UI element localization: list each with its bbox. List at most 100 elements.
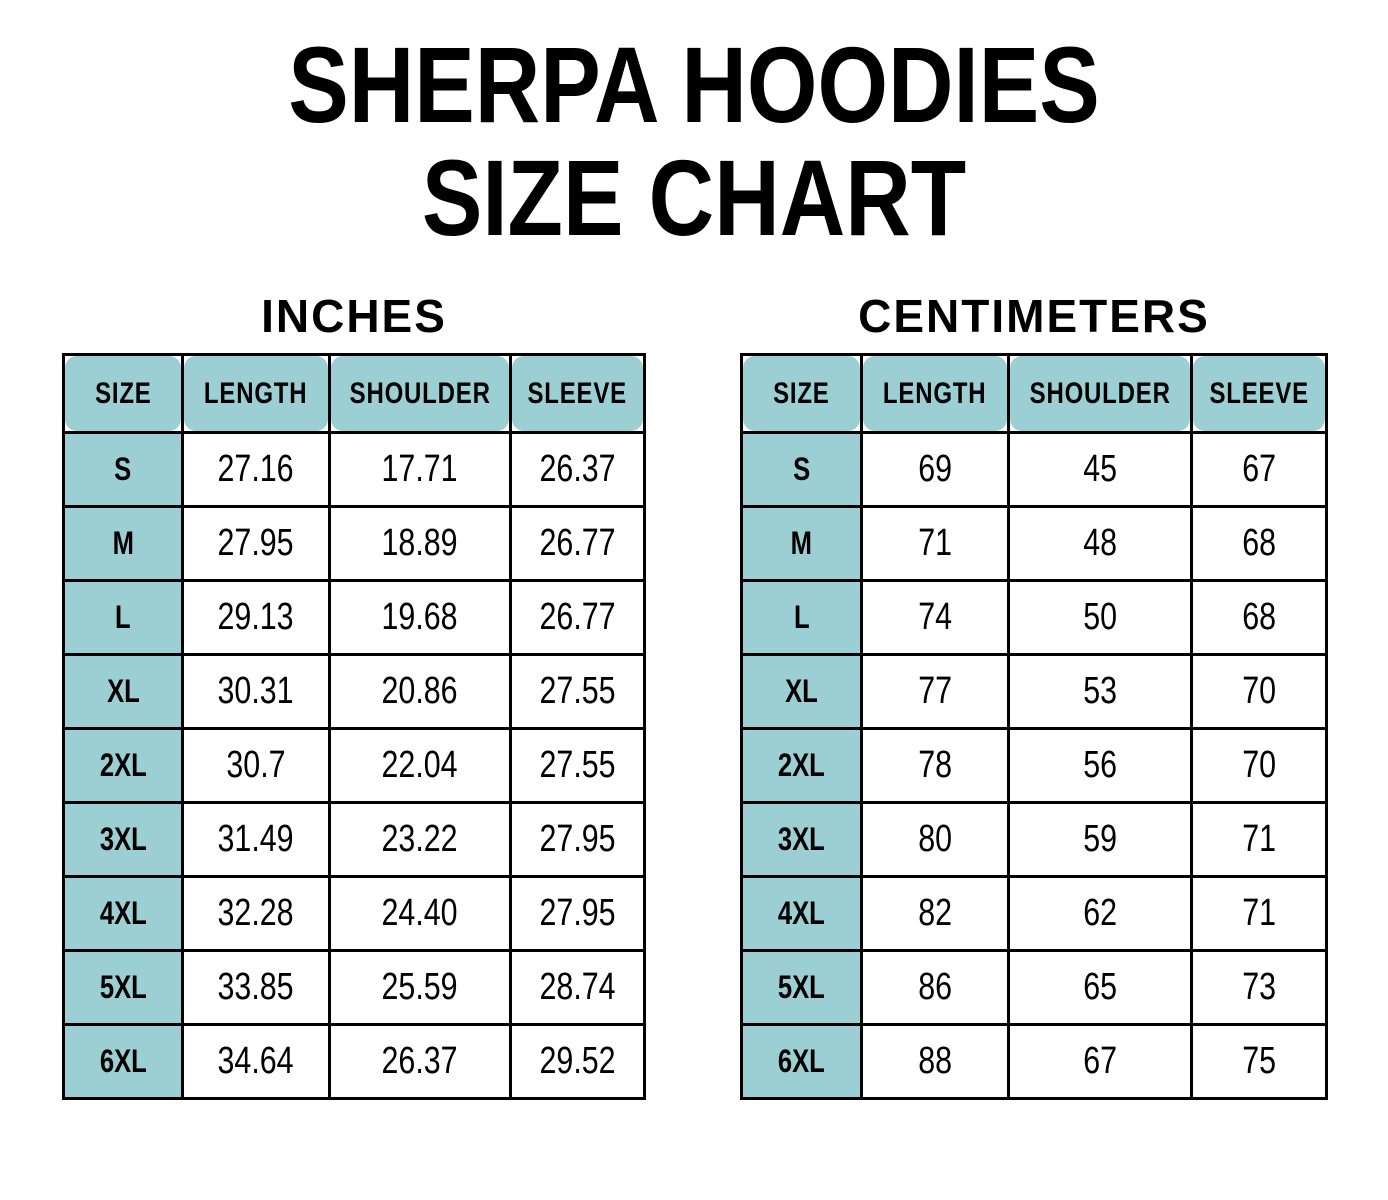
size-cell: 3XL	[61, 801, 185, 879]
header-cell-fill	[1193, 356, 1325, 432]
sleeve-cell: 29.52	[509, 1023, 646, 1101]
page-title: SHERPA HOODIES SIZE CHART	[0, 0, 1388, 255]
table-row: XL 30.31 20.86 27.55	[61, 653, 646, 731]
page-title-line-1: SHERPA HOODIES	[288, 24, 1100, 145]
measurement-value: 27.95	[539, 892, 616, 935]
measurement-value: 28.74	[539, 966, 616, 1009]
size-label: XL	[106, 673, 140, 710]
table-row: M 71 48 68	[740, 505, 1328, 583]
sleeve-cell: 68	[1190, 505, 1328, 583]
table-row: 6XL 88 67 75	[740, 1023, 1328, 1101]
table-row: XL 77 53 70	[740, 653, 1328, 731]
measurement-value: 18.89	[381, 522, 458, 565]
shoulder-cell: 17.71	[327, 431, 513, 509]
sleeve-cell: 27.55	[509, 653, 646, 731]
size-label: M	[112, 525, 134, 562]
measurement-value: 30.7	[226, 744, 286, 787]
size-label: L	[793, 599, 810, 636]
length-cell: 82	[859, 875, 1011, 953]
length-cell: 30.7	[181, 727, 331, 805]
length-cell: 74	[859, 579, 1011, 657]
size-cell: XL	[61, 653, 185, 731]
measurement-value: 50	[1083, 596, 1118, 639]
column-header-shoulder: SHOULDER	[327, 353, 513, 435]
shoulder-cell: 24.40	[327, 875, 513, 953]
measurement-value: 65	[1083, 966, 1118, 1009]
sleeve-cell: 67	[1190, 431, 1328, 509]
size-cell: M	[61, 505, 185, 583]
centimeters-heading: CENTIMETERS	[858, 289, 1210, 342]
length-cell: 88	[859, 1023, 1011, 1101]
measurement-value: 20.86	[381, 670, 458, 713]
column-header-sleeve: SLEEVE	[509, 353, 646, 435]
sleeve-cell: 68	[1190, 579, 1328, 657]
size-cell: 5XL	[61, 949, 185, 1027]
measurement-value: 48	[1083, 522, 1118, 565]
measurement-value: 27.55	[539, 670, 616, 713]
measurement-value: 29.13	[217, 596, 294, 639]
shoulder-cell: 56	[1007, 727, 1194, 805]
column-header-length: LENGTH	[181, 353, 331, 435]
column-header-label: SLEEVE	[527, 376, 628, 410]
measurement-value: 27.55	[539, 744, 616, 787]
shoulder-cell: 59	[1007, 801, 1194, 879]
column-header-label: SHOULDER	[349, 376, 491, 410]
measurement-value: 17.71	[381, 448, 458, 491]
column-header-label: LENGTH	[204, 376, 308, 410]
measurement-value: 22.04	[381, 744, 458, 787]
size-label: S	[114, 451, 132, 488]
header-row: SIZE LENGTH SHOULDER SLEEVE	[61, 353, 646, 435]
column-header-label: SLEEVE	[1209, 376, 1309, 410]
shoulder-cell: 67	[1007, 1023, 1194, 1101]
header-cell-fill	[330, 356, 510, 432]
inches-heading: INCHES	[261, 289, 447, 342]
measurement-value: 74	[918, 596, 953, 639]
size-cell: 4XL	[61, 875, 185, 953]
shoulder-cell: 45	[1007, 431, 1194, 509]
size-label: 2XL	[99, 747, 147, 784]
measurement-value: 68	[1242, 522, 1277, 565]
measurement-value: 26.37	[381, 1040, 458, 1083]
sleeve-cell: 26.77	[509, 505, 646, 583]
size-label: S	[792, 451, 810, 488]
size-cell: S	[61, 431, 185, 509]
sleeve-cell: 71	[1190, 801, 1328, 879]
shoulder-cell: 26.37	[327, 1023, 513, 1101]
shoulder-cell: 53	[1007, 653, 1194, 731]
sleeve-cell: 70	[1190, 727, 1328, 805]
measurement-value: 86	[918, 966, 953, 1009]
sleeve-cell: 71	[1190, 875, 1328, 953]
shoulder-cell: 48	[1007, 505, 1194, 583]
table-row: M 27.95 18.89 26.77	[61, 505, 646, 583]
measurement-value: 62	[1083, 892, 1118, 935]
sleeve-cell: 26.77	[509, 579, 646, 657]
measurement-value: 70	[1242, 670, 1277, 713]
shoulder-cell: 22.04	[327, 727, 513, 805]
measurement-value: 19.68	[381, 596, 458, 639]
column-header-label: SIZE	[773, 376, 830, 410]
measurement-value: 71	[1242, 818, 1277, 861]
table-row: 5XL 86 65 73	[740, 949, 1328, 1027]
column-header-label: SIZE	[94, 376, 152, 410]
page-title-line-2: SIZE CHART	[421, 137, 967, 259]
measurement-value: 26.77	[539, 596, 616, 639]
size-cell: 4XL	[740, 875, 863, 953]
size-label: M	[790, 525, 813, 562]
table-row: L 74 50 68	[740, 579, 1328, 657]
header-cell-fill	[184, 356, 328, 432]
table-row: 5XL 33.85 25.59 28.74	[61, 949, 646, 1027]
length-cell: 32.28	[181, 875, 331, 953]
measurement-value: 34.64	[217, 1040, 294, 1083]
header-cell-fill	[1010, 356, 1191, 432]
shoulder-cell: 23.22	[327, 801, 513, 879]
measurement-value: 24.40	[381, 892, 458, 935]
header-cell-fill	[512, 356, 643, 432]
column-header-size: SIZE	[740, 353, 863, 435]
centimeters-size-table: SIZE LENGTH SHOULDER SLEEVE S 69 45 67 M 71 48 68 L 7…	[740, 353, 1328, 1101]
length-cell: 71	[859, 505, 1011, 583]
measurement-value: 82	[918, 892, 953, 935]
size-cell: XL	[740, 653, 863, 731]
length-cell: 31.49	[181, 801, 331, 879]
measurement-value: 30.31	[217, 670, 294, 713]
